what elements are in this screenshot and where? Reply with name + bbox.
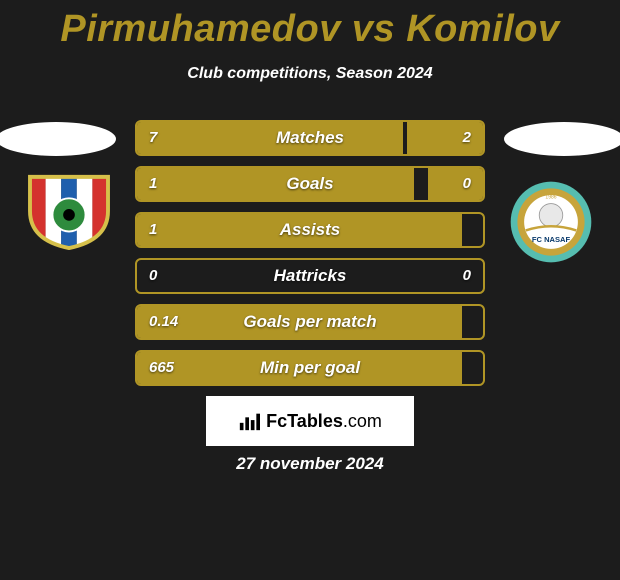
team-badge-left — [20, 172, 118, 250]
svg-text:FC NASAF: FC NASAF — [532, 235, 571, 244]
shield-icon — [20, 172, 118, 250]
stat-row: 665Min per goal — [135, 350, 485, 386]
stat-row: 00Hattricks — [135, 258, 485, 294]
stat-label: Goals per match — [137, 306, 483, 338]
branding-text: FcTables.com — [266, 411, 382, 432]
stat-label: Matches — [137, 122, 483, 154]
stat-label: Min per goal — [137, 352, 483, 384]
stat-label: Assists — [137, 214, 483, 246]
bar-chart-icon — [238, 410, 260, 432]
page-title: Pirmuhamedov vs Komilov — [0, 0, 620, 51]
stat-row: 0.14Goals per match — [135, 304, 485, 340]
team-badge-right: FC NASAF 1986 — [502, 180, 600, 264]
stat-row: 72Matches — [135, 120, 485, 156]
ellipse-right — [504, 122, 620, 156]
ellipse-left — [0, 122, 116, 156]
subtitle: Club competitions, Season 2024 — [0, 65, 620, 83]
date-text: 27 november 2024 — [0, 454, 620, 474]
branding-box: FcTables.com — [206, 396, 414, 446]
stat-row: 1Assists — [135, 212, 485, 248]
svg-text:1986: 1986 — [545, 194, 556, 200]
stat-label: Hattricks — [137, 260, 483, 292]
stat-row: 10Goals — [135, 166, 485, 202]
club-crest-icon: FC NASAF 1986 — [502, 180, 600, 264]
stats-rows: 72Matches 10Goals 1Assists 00Hattricks 0.14G… — [135, 120, 485, 396]
stat-label: Goals — [137, 168, 483, 200]
